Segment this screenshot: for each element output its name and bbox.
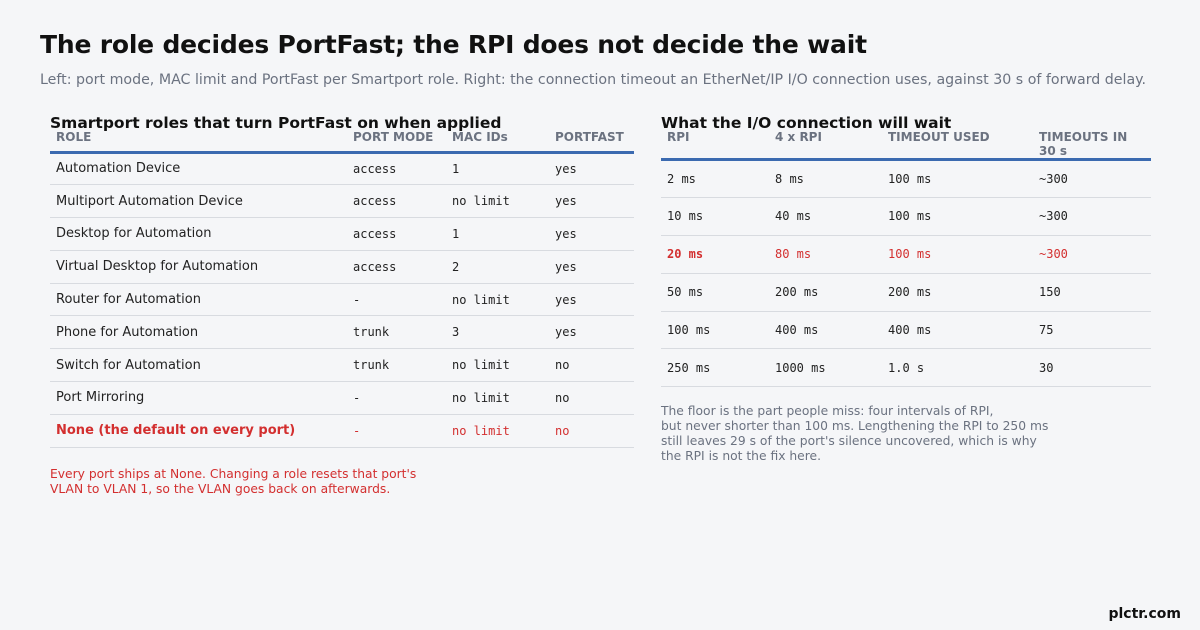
column-header: TIMEOUTS IN 30 s (1033, 130, 1151, 161)
table-cell: 3 (446, 315, 549, 350)
table-cell: 1.0 s (882, 348, 1033, 388)
table-cell: access (347, 217, 446, 251)
table-cell: 40 ms (769, 197, 882, 236)
column-header: MAC IDs (446, 130, 549, 154)
table-row: Desktop for Automation access 1 yes (50, 217, 634, 251)
table-cell: no limit (446, 184, 549, 219)
table-cell: 10 ms (661, 197, 769, 236)
table-row: 100 ms 400 ms 400 ms 75 (661, 311, 1151, 350)
table-cell: yes (549, 217, 634, 251)
page-subtitle: Left: port mode, MAC limit and PortFast … (40, 72, 1147, 88)
table-cell: None (the default on every port) (50, 414, 347, 448)
table-cell: 2 ms (661, 159, 769, 198)
table-cell: Desktop for Automation (50, 217, 347, 251)
table-cell: Multiport Automation Device (50, 184, 347, 219)
table-cell: - (347, 283, 446, 317)
table-row: None (the default on every port) - no limi… (50, 414, 634, 448)
io-timeout-table: RPI 4 x RPI TIMEOUT USED TIMEOUTS IN 30 … (661, 130, 1151, 388)
table-cell: 400 ms (882, 311, 1033, 350)
left-footnote: Every port ships at None. Changing a rol… (50, 467, 417, 496)
table-cell: access (347, 250, 446, 284)
table-cell: ~300 (1033, 235, 1151, 274)
table-row: Phone for Automation trunk 3 yes (50, 315, 634, 350)
table-cell: 2 (446, 250, 549, 284)
brand-logo-text: plctr.com (1108, 606, 1181, 622)
table-cell: - (347, 414, 446, 448)
table-cell: 75 (1033, 311, 1151, 350)
table-cell: Phone for Automation (50, 315, 347, 350)
table-cell: Router for Automation (50, 283, 347, 317)
table-cell: yes (549, 184, 634, 219)
table-cell: 250 ms (661, 348, 769, 388)
table-cell: yes (549, 315, 634, 350)
table-row: 50 ms 200 ms 200 ms 150 (661, 273, 1151, 312)
table-header-row: RPI 4 x RPI TIMEOUT USED TIMEOUTS IN 30 … (661, 130, 1151, 161)
table-header-row: ROLE PORT MODE MAC IDs PORTFAST (50, 130, 634, 154)
column-header: 4 x RPI (769, 130, 882, 161)
table-cell: 1000 ms (769, 348, 882, 388)
table-cell: 8 ms (769, 159, 882, 198)
table-cell: 1 (446, 217, 549, 251)
table-cell: trunk (347, 315, 446, 350)
table-cell: Port Mirroring (50, 381, 347, 415)
left-panel-title: Smartport roles that turn PortFast on wh… (50, 114, 502, 132)
page-title: The role decides PortFast; the RPI does … (40, 30, 867, 59)
column-header: PORTFAST (549, 130, 634, 154)
table-cell: Automation Device (50, 152, 347, 186)
table-row: 20 ms 80 ms 100 ms ~300 (661, 235, 1151, 274)
column-header: ROLE (50, 130, 347, 154)
table-row: 250 ms 1000 ms 1.0 s 30 (661, 348, 1151, 388)
table-cell: ~300 (1033, 197, 1151, 236)
table-cell: no limit (446, 348, 549, 383)
table-cell: 100 ms (882, 159, 1033, 198)
table-row: Port Mirroring - no limit no (50, 381, 634, 415)
table-cell: 100 ms (661, 311, 769, 350)
table-cell: 200 ms (769, 273, 882, 312)
table-cell: no (549, 381, 634, 415)
table-row: Switch for Automation trunk no limit no (50, 348, 634, 383)
table-cell: 100 ms (882, 197, 1033, 236)
column-header: PORT MODE (347, 130, 446, 154)
table-cell: 200 ms (882, 273, 1033, 312)
table-cell: trunk (347, 348, 446, 383)
table-cell: Switch for Automation (50, 348, 347, 383)
table-cell: 30 (1033, 348, 1151, 388)
table-row: 10 ms 40 ms 100 ms ~300 (661, 197, 1151, 236)
table-cell: access (347, 184, 446, 219)
table-row: Automation Device access 1 yes (50, 152, 634, 186)
table-cell: Virtual Desktop for Automation (50, 250, 347, 284)
table-row: 2 ms 8 ms 100 ms ~300 (661, 159, 1151, 198)
table-cell: no limit (446, 381, 549, 415)
right-footnote: The floor is the part people miss: four … (661, 404, 1049, 463)
right-panel-title: What the I/O connection will wait (661, 114, 952, 132)
table-cell: no limit (446, 414, 549, 448)
table-cell: access (347, 152, 446, 186)
table-cell: no (549, 348, 634, 383)
table-cell: - (347, 381, 446, 415)
table-cell: no (549, 414, 634, 448)
column-header: TIMEOUT USED (882, 130, 1033, 161)
column-header: RPI (661, 130, 769, 161)
table-cell: 100 ms (882, 235, 1033, 274)
smartport-roles-table: ROLE PORT MODE MAC IDs PORTFAST Automati… (50, 130, 634, 448)
table-cell: 20 ms (661, 235, 769, 274)
table-cell: 400 ms (769, 311, 882, 350)
table-cell: yes (549, 250, 634, 284)
table-cell: yes (549, 152, 634, 186)
table-cell: 1 (446, 152, 549, 186)
table-row: Virtual Desktop for Automation access 2 yes (50, 250, 634, 284)
table-cell: yes (549, 283, 634, 317)
table-row: Multiport Automation Device access no limi… (50, 184, 634, 219)
table-cell: no limit (446, 283, 549, 317)
table-cell: 50 ms (661, 273, 769, 312)
table-cell: ~300 (1033, 159, 1151, 198)
table-row: Router for Automation - no limit yes (50, 283, 634, 317)
table-cell: 80 ms (769, 235, 882, 274)
table-cell: 150 (1033, 273, 1151, 312)
